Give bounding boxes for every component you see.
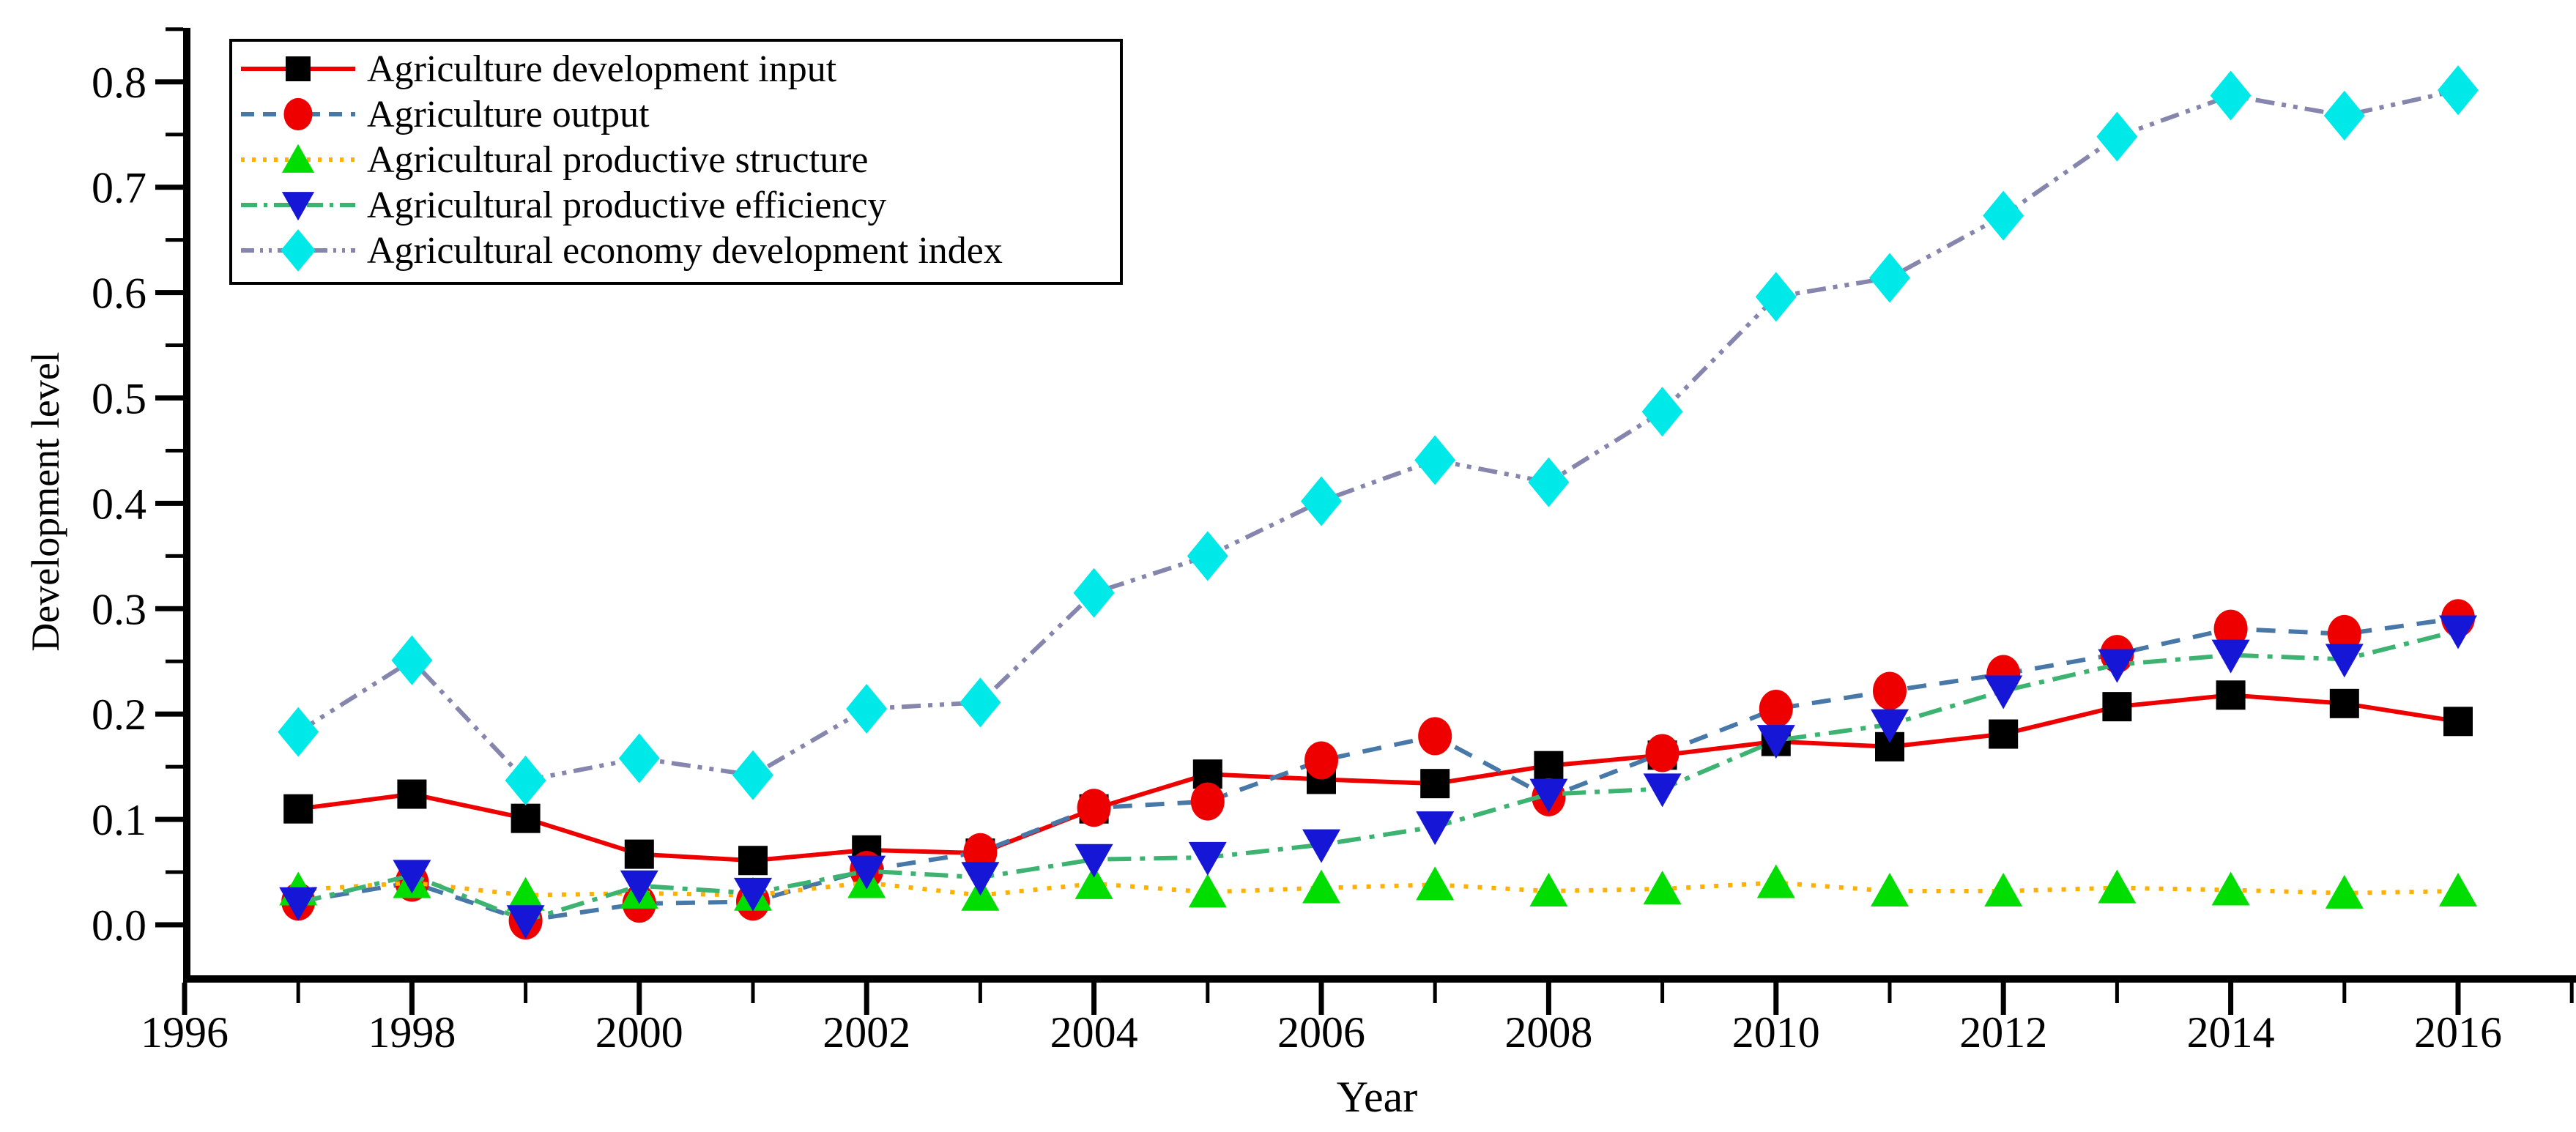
x-tick-label: 1998 bbox=[368, 1008, 456, 1057]
series-line bbox=[297, 693, 2459, 863]
x-tick-label: 2008 bbox=[1504, 1008, 1592, 1057]
y-tick-label: 0.1 bbox=[92, 796, 146, 844]
series-markers bbox=[279, 615, 2477, 939]
series-line bbox=[297, 628, 2459, 923]
x-tick-label: 2012 bbox=[1959, 1008, 2047, 1057]
y-axis-title: Development level bbox=[23, 351, 67, 652]
x-tick-label: 1996 bbox=[141, 1008, 229, 1057]
x-tick-label: 2002 bbox=[823, 1008, 910, 1057]
legend-item-economy-index: Agricultural economy development index bbox=[237, 228, 1120, 273]
legend-sample-line-square bbox=[241, 56, 355, 81]
legend-label: Agricultural productive structure bbox=[367, 138, 869, 181]
legend-sample-line-triangle-down bbox=[241, 192, 355, 221]
legend-sample-line-circle bbox=[241, 97, 355, 131]
legend-item-productive-structure: Agricultural productive structure bbox=[237, 137, 1120, 182]
x-tick-label: 2004 bbox=[1050, 1008, 1138, 1057]
legend-item-output: Agriculture output bbox=[237, 92, 1120, 137]
x-tick-label: 2006 bbox=[1277, 1008, 1365, 1057]
legend-item-productive-efficiency: Agricultural productive efficiency bbox=[237, 182, 1120, 228]
legend-label: Agriculture development input bbox=[367, 48, 837, 90]
y-tick-label: 0.5 bbox=[92, 375, 146, 423]
y-tick-label: 0.2 bbox=[92, 690, 146, 739]
x-axis-title: Year bbox=[1336, 1073, 1418, 1121]
y-tick-label: 0.6 bbox=[92, 269, 146, 318]
y-tick-label: 0.4 bbox=[92, 480, 146, 528]
series-markers bbox=[278, 65, 2479, 805]
legend-label: Agricultural productive efficiency bbox=[367, 184, 887, 226]
x-tick-label: 2010 bbox=[1732, 1008, 1820, 1057]
y-tick-label: 0.8 bbox=[92, 59, 146, 107]
x-tick-label: 2000 bbox=[595, 1008, 683, 1057]
data-series-layer bbox=[278, 65, 2479, 940]
x-tick-label: 2014 bbox=[2187, 1008, 2275, 1057]
axes-layer bbox=[155, 27, 2576, 1015]
legend-sample-line-triangle-up bbox=[241, 144, 355, 173]
legend-label: Agriculture output bbox=[367, 93, 650, 135]
y-tick-label: 0.7 bbox=[92, 164, 146, 212]
y-tick-label: 0.0 bbox=[92, 901, 146, 950]
legend-sample-line-diamond bbox=[241, 229, 355, 272]
series-line bbox=[297, 616, 2459, 923]
legend-item-development-input: Agriculture development input bbox=[237, 46, 1120, 92]
legend-box: Agriculture development input Agricultur… bbox=[229, 39, 1123, 285]
series-line bbox=[297, 88, 2459, 783]
legend-label: Agricultural economy development index bbox=[367, 229, 1003, 272]
x-tick-label: 2016 bbox=[2414, 1008, 2502, 1057]
tick-label-layer: 0.0 0.1 0.2 0.3 0.4 0.5 0.6 0.7 0.8 1996 1998 2000 2… bbox=[92, 59, 2502, 1057]
y-tick-label: 0.3 bbox=[92, 585, 146, 633]
